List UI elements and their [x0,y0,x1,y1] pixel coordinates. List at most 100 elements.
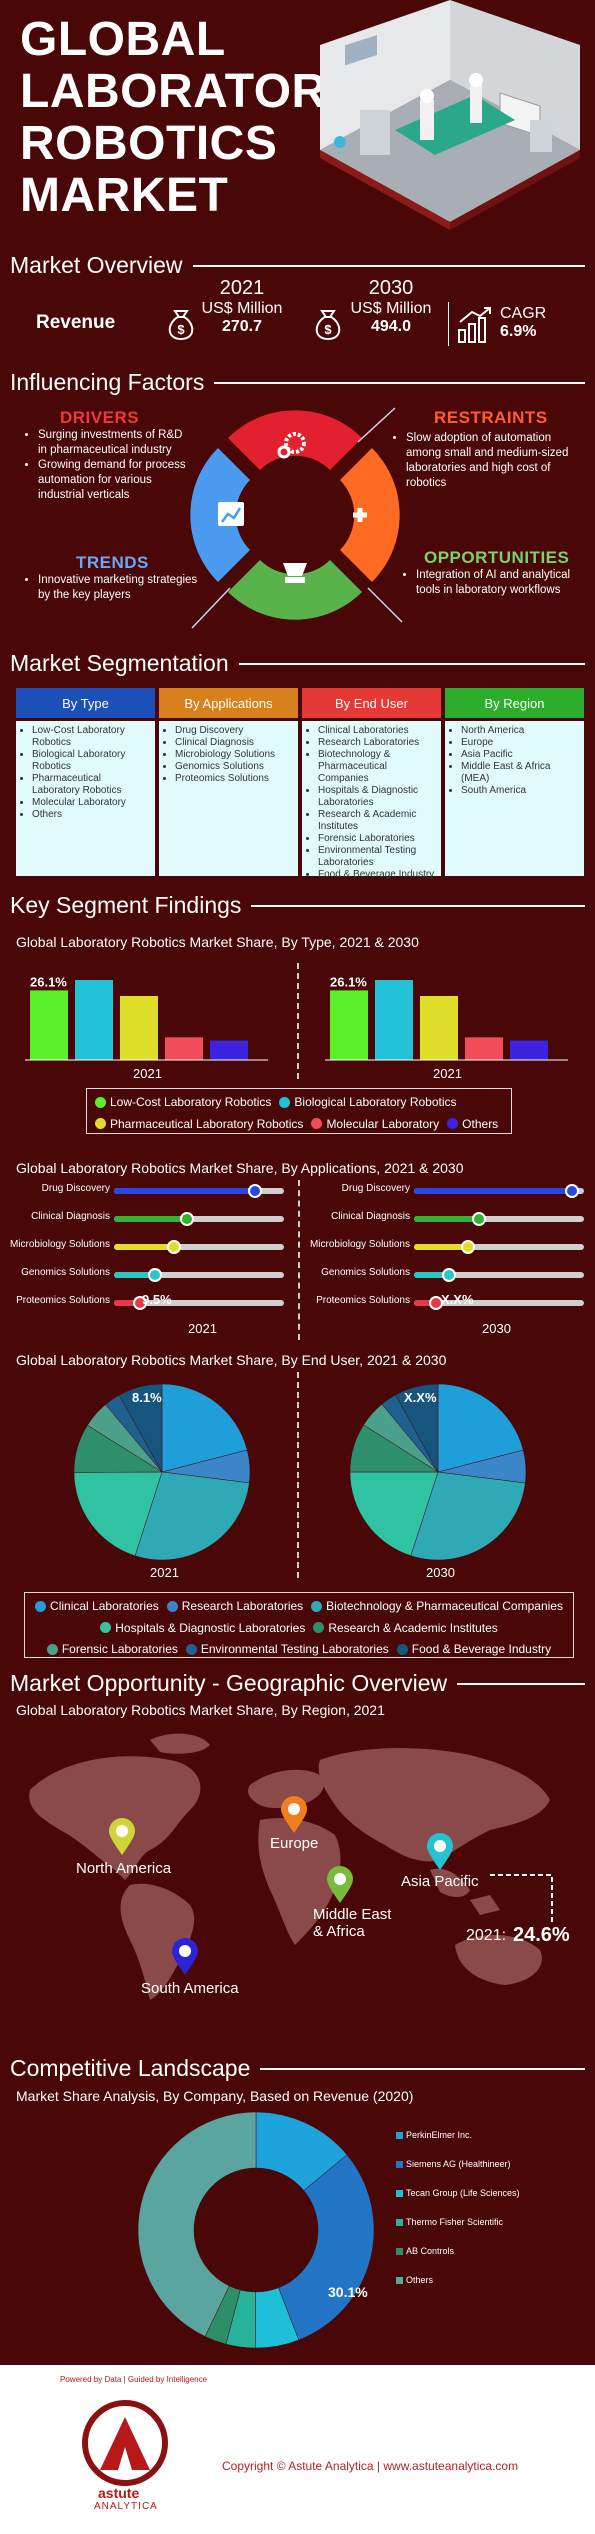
legend-swatch [396,2132,403,2139]
segment-item: North America [461,725,580,737]
segment-item: Middle East & Africa (MEA) [461,761,580,785]
unit-2021: US$ Million [201,300,283,317]
legend-item: Environmental Testing Laboratories [185,1639,389,1659]
segmentation-heading: Market Segmentation [10,650,229,676]
tick-label: Drug Discovery [341,1183,410,1194]
pie-slice [161,1383,248,1473]
year-label: 2030 [426,1565,455,1580]
drivers-item: Surging investments of R&D in pharmaceut… [38,428,194,458]
legend-swatch [95,1118,106,1129]
legend-swatch [95,1096,106,1108]
money-bag-icon: $ [168,310,194,341]
legend-item: Biotechnology & Pharmaceutical Companies [311,1596,563,1616]
segment-item: Food & Beverage Industry [318,869,437,881]
year-label: 2021 [150,1565,179,1580]
year-2030: 2030 [368,277,414,299]
data-label: 26.1% [30,974,67,989]
legend-label: AB Controls [406,2246,455,2256]
bar [210,1040,248,1060]
segment-item: Clinical Laboratories [318,725,437,737]
hero-line: GLOBAL [20,13,226,66]
legend-swatch [311,1600,323,1612]
copyright-text[interactable]: Copyright © Astute Analytica | www.astut… [222,2459,519,2473]
segment-item: Research & Academic Institutes [318,809,437,833]
section-heading-overview: Market Overview [10,252,585,279]
money-bag-icon: $ [315,310,341,341]
segment-item: Drug Discovery [175,725,294,737]
slider-fill [114,1216,188,1222]
legend-label: Research & Academic Institutes [328,1620,498,1635]
legend-item: Research Laboratories [166,1596,303,1616]
legend-item: Pharmaceutical Laboratory Robotics [95,1114,303,1134]
legend-item: Biological Laboratory Robotics [279,1092,457,1112]
legend-swatch [46,1643,58,1655]
brand-name-2: ANALYTICA [94,2501,158,2512]
legend-label: Forensic Laboratories [61,1642,178,1656]
segment-header: By Type [16,688,155,718]
restraints-list: Slow adoption of automation among small … [392,431,587,491]
slider-track [114,1240,284,1254]
callout-year: 2021: [466,1927,507,1944]
tick-label: Proteomics Solutions [316,1295,410,1306]
slider-track [414,1184,584,1198]
segment-item: Pharmaceutical Laboratory Robotics [32,773,151,797]
callout-value: 24.6% [513,1924,570,1946]
legend-item: Research & Academic Institutes [313,1618,498,1638]
tick-label: Genomics Solutions [321,1267,410,1278]
segment-item: South America [461,785,580,797]
apps-label-left: 9.5% [142,1292,172,1307]
segment-item: Proteomics Solutions [175,773,294,785]
factors-ring [190,407,403,629]
legend-label: Clinical Laboratories [50,1599,159,1613]
legend-item: Molecular Laboratory [311,1114,439,1134]
drivers-title: DRIVERS [60,408,140,427]
hero-line: ROBOTICS [20,117,278,170]
opportunities-item: Integration of AI and analytical tools i… [416,568,592,598]
legend-swatch [396,2219,403,2226]
brand-logo-icon [82,2400,168,2486]
year-label: 2021 [133,1066,162,1080]
segment-header: By End User [302,688,441,718]
tick-label: Microbiology Solutions [9,1239,110,1250]
heading-rule [260,2067,585,2070]
legend-swatch [166,1600,178,1612]
segment-item: Biological Laboratory Robotics [32,749,151,773]
segment-item: Europe [461,737,580,749]
bar [165,1037,203,1060]
slider-track [114,1268,284,1282]
heading-rule [192,264,585,267]
slider-fill [414,1216,480,1222]
segment-item: Genomics Solutions [175,761,294,773]
enduser-pie-chart: 8.1% X.X% 2021 2030 [73,1372,527,1582]
legend-swatch [279,1096,291,1108]
segment-header: By Applications [159,688,298,718]
legend-label: Environmental Testing Laboratories [200,1642,389,1656]
drivers-list: Surging investments of R&D in pharmaceut… [24,428,194,503]
legend-label: Hospitals & Diagnostic Laboratories [115,1620,306,1635]
heading-rule [457,1682,585,1685]
overview-heading: Market Overview [10,252,183,278]
type-bar-chart: 26.1% 2021 26.1% 2021 [25,963,568,1080]
segment-item: Others [32,809,151,821]
legend-swatch [447,1118,459,1129]
growth-chart-icon [458,307,491,343]
legend-swatch [313,1622,325,1633]
legend-swatch [35,1600,47,1612]
segment-item: Forensic Laboratories [318,833,437,845]
divider [448,302,449,346]
brand-tagline: Powered by Data | Guided by Intelligence [60,2375,208,2384]
slider-knob [132,1296,147,1310]
slider-knob [147,1268,162,1282]
apps-year-right: 2030 [482,1321,511,1336]
segment-item: Molecular Laboratory [32,797,151,809]
hero-line: MARKET [20,169,229,222]
opportunities-title: OPPORTUNITIES [424,548,570,567]
slider-track [414,1240,584,1254]
type-chart-title: Global Laboratory Robotics Market Share,… [16,934,419,950]
region-label: Europe [270,1835,319,1852]
legend-label: Tecan Group (Life Sciences) [406,2188,520,2198]
legend-swatch [396,2277,403,2284]
